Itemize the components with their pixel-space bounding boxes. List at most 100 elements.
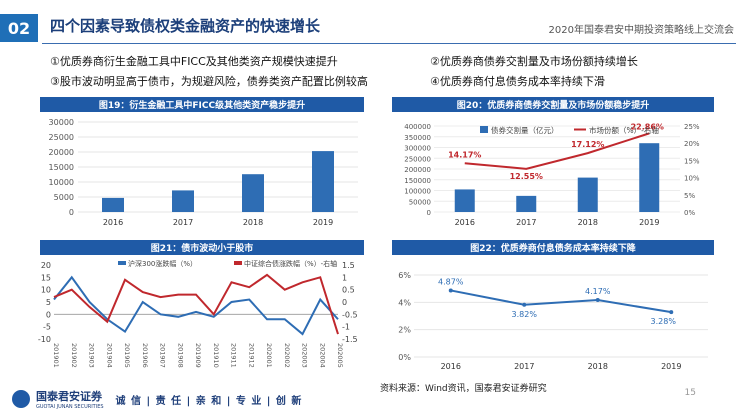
y-tick-label: 200000 xyxy=(404,166,431,174)
y2-tick-label: 0.5 xyxy=(342,286,355,295)
bar xyxy=(516,195,537,212)
y2-tick-label: 10% xyxy=(684,175,700,183)
y2-tick-label: 15% xyxy=(684,157,700,165)
x-tick-label: 2018 xyxy=(578,218,598,227)
chart-22-title: 图22：优质券商付息债务成本率持续下降 xyxy=(392,240,714,255)
chart-20-title: 图20：优质券商债券交割量及市场份额稳步提升 xyxy=(392,97,714,112)
x-tick-label: 2018 xyxy=(588,362,608,371)
data-label: 17.12% xyxy=(571,140,604,149)
x-tick-label: 201903 xyxy=(88,343,96,368)
legend-label: 债券交割量（亿元） xyxy=(491,125,559,135)
y-tick-label: 20 xyxy=(41,261,51,270)
y2-tick-label: 0 xyxy=(342,298,347,307)
x-tick-label: 201912 xyxy=(247,343,255,368)
x-tick-label: 202005 xyxy=(336,343,344,368)
data-label: 3.28% xyxy=(651,317,677,326)
data-point xyxy=(595,298,600,303)
chart-21-title: 图21：债市波动小于股市 xyxy=(40,240,364,255)
x-tick-label: 2016 xyxy=(441,362,461,371)
legend-swatch xyxy=(118,261,126,265)
logo-cn: 国泰君安证券 xyxy=(36,390,102,403)
y-tick-label: 0 xyxy=(46,310,51,319)
series-line xyxy=(53,275,339,336)
point-3: ③股市波动明显高于债市，为规避风险，债券类资产配置比例较高 xyxy=(50,75,368,88)
y-tick-label: 30000 xyxy=(49,118,74,127)
y-tick-label: 0 xyxy=(427,209,431,217)
y-tick-label: -10 xyxy=(38,335,51,344)
x-tick-label: 202004 xyxy=(318,343,326,368)
section-number: 02 xyxy=(0,14,38,42)
y-tick-label: 5000 xyxy=(54,193,74,202)
x-tick-label: 201910 xyxy=(212,343,220,368)
x-tick-label: 2019 xyxy=(661,362,681,371)
chart-22: 0% 2% 4% 6% 4.87% 2016 3.82% 2017 4.17% 2018 3.28%… xyxy=(398,271,708,371)
chart-19: 0 5000 10000 15000 20000 25000 30000 2016 2017 20… xyxy=(49,118,358,227)
x-tick-label: 202002 xyxy=(283,343,291,368)
legend-label: 中证综合债涨跌幅（%）-右轴 xyxy=(244,259,337,268)
data-label: 4.87% xyxy=(438,277,464,286)
y-tick-label: 5 xyxy=(46,298,51,307)
legend-label: 市场份额（%）-右轴 xyxy=(589,125,659,135)
bar xyxy=(639,143,660,212)
y2-tick-label: 1.5 xyxy=(342,261,355,270)
x-tick-label: 2017 xyxy=(516,218,536,227)
y-tick-label: 15000 xyxy=(49,163,74,172)
y2-tick-label: 5% xyxy=(684,192,695,200)
x-tick-label: 2017 xyxy=(514,362,534,371)
y-tick-label: 0% xyxy=(398,353,411,362)
x-tick-label: 2019 xyxy=(313,218,333,227)
data-label: 4.17% xyxy=(585,287,611,296)
x-tick-label: 201901 xyxy=(52,343,60,368)
data-point xyxy=(522,302,527,307)
x-tick-label: 201905 xyxy=(123,343,131,368)
y-tick-label: -5 xyxy=(43,323,51,332)
bar xyxy=(102,197,124,212)
x-tick-label: 201902 xyxy=(70,343,78,368)
chart-20: 0 50000 100000 150000 200000 250000 300000 3500… xyxy=(404,122,700,227)
data-label: 3.82% xyxy=(512,310,538,319)
data-label: 22.86% xyxy=(631,122,664,131)
bar xyxy=(242,174,264,212)
page-title: 四个因素导致债权类金融资产的快速增长 xyxy=(50,17,321,35)
y-tick-label: 250000 xyxy=(404,155,431,163)
y-tick-label: 350000 xyxy=(404,134,431,142)
y2-tick-label: 1 xyxy=(342,273,347,282)
chart-19-title: 图19：衍生金融工具中FICC级其他类资产稳步提升 xyxy=(40,97,364,112)
y-tick-label: 150000 xyxy=(404,177,431,185)
series-line xyxy=(450,289,672,314)
x-tick-label: 202001 xyxy=(265,343,273,368)
x-tick-label: 201907 xyxy=(159,343,167,368)
x-tick-label: 2017 xyxy=(173,218,193,227)
x-tick-label: 2018 xyxy=(243,218,263,227)
y-tick-label: 25000 xyxy=(49,133,74,142)
data-point xyxy=(669,310,674,315)
x-tick-label: 2019 xyxy=(639,218,659,227)
y-tick-label: 4% xyxy=(398,298,411,307)
y2-tick-label: 20% xyxy=(684,140,700,148)
y2-tick-label: 0% xyxy=(684,209,695,217)
logo-en: GUOTAI JUNAN SECURITIES xyxy=(36,404,104,410)
header-divider xyxy=(42,43,736,44)
y-tick-label: 20000 xyxy=(49,148,74,157)
legend-label: 沪深300涨跌幅（%） xyxy=(128,259,197,268)
y2-tick-label: -0.5 xyxy=(342,310,358,319)
data-label: 12.55% xyxy=(510,172,543,181)
series-line xyxy=(464,132,650,170)
page-number: 15 xyxy=(684,388,696,398)
point-1: ①优质券商衍生金融工具中FICC及其他类资产规模快速提升 xyxy=(50,55,338,68)
slogan: 诚 信 | 责 任 | 亲 和 | 专 业 | 创 新 xyxy=(115,395,303,407)
bar xyxy=(172,190,194,212)
conference-name: 2020年国泰君安中期投资策略线上交流会 xyxy=(548,25,734,36)
data-point xyxy=(448,288,453,293)
y-tick-label: 6% xyxy=(398,271,411,280)
x-tick-label: 202003 xyxy=(301,343,309,368)
data-source: 资料来源：Wind资讯，国泰君安证券研究 xyxy=(380,384,547,394)
point-4: ④优质券商付息债务成本率持续下滑 xyxy=(430,75,605,88)
x-tick-label: 2016 xyxy=(455,218,475,227)
bar xyxy=(454,189,475,212)
y-tick-label: 300000 xyxy=(404,145,431,153)
company-logo-icon xyxy=(12,390,30,408)
y2-tick-label: -1.5 xyxy=(342,335,358,344)
y-tick-label: 100000 xyxy=(404,188,431,196)
y-tick-label: 10000 xyxy=(49,178,74,187)
